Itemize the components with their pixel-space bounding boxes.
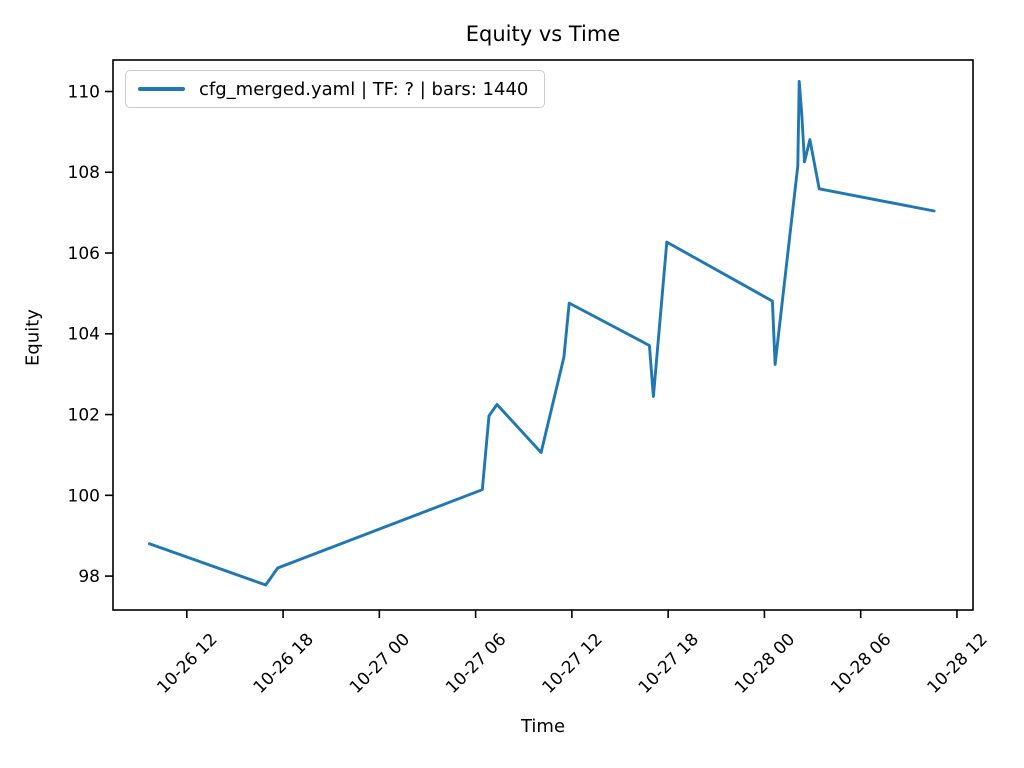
x-tick-label: 10-27 12 — [538, 630, 606, 698]
x-tick-label: 10-27 06 — [442, 630, 510, 698]
x-tick-label: 10-27 00 — [346, 630, 414, 698]
y-tick-label: 106 — [68, 244, 100, 264]
x-tick-label: 10-27 18 — [635, 630, 703, 698]
x-axis-label: Time — [520, 716, 566, 737]
y-axis-label: Equity — [22, 309, 44, 366]
y-tick-label: 100 — [68, 486, 100, 506]
y-tick-label: 108 — [68, 163, 100, 183]
chart-title: Equity vs Time — [465, 22, 621, 46]
x-tick-label: 10-28 06 — [827, 630, 895, 698]
legend-label: cfg_merged.yaml | TF: ? | bars: 1440 — [199, 78, 529, 100]
plot-border — [112, 59, 974, 611]
x-tick-label: 10-28 12 — [924, 630, 992, 698]
legend-line-icon — [138, 87, 185, 91]
legend: cfg_merged.yaml | TF: ? | bars: 1440 — [125, 70, 546, 108]
x-tick-label: 10-26 12 — [153, 630, 221, 698]
y-tick-label: 102 — [68, 406, 100, 426]
y-tick-label: 98 — [78, 567, 100, 587]
x-tick-label: 10-28 00 — [731, 630, 799, 698]
equity-line — [147, 79, 936, 587]
y-tick-label: 110 — [68, 82, 100, 102]
y-tick-label: 104 — [68, 325, 100, 345]
x-tick-label: 10-26 18 — [250, 630, 318, 698]
